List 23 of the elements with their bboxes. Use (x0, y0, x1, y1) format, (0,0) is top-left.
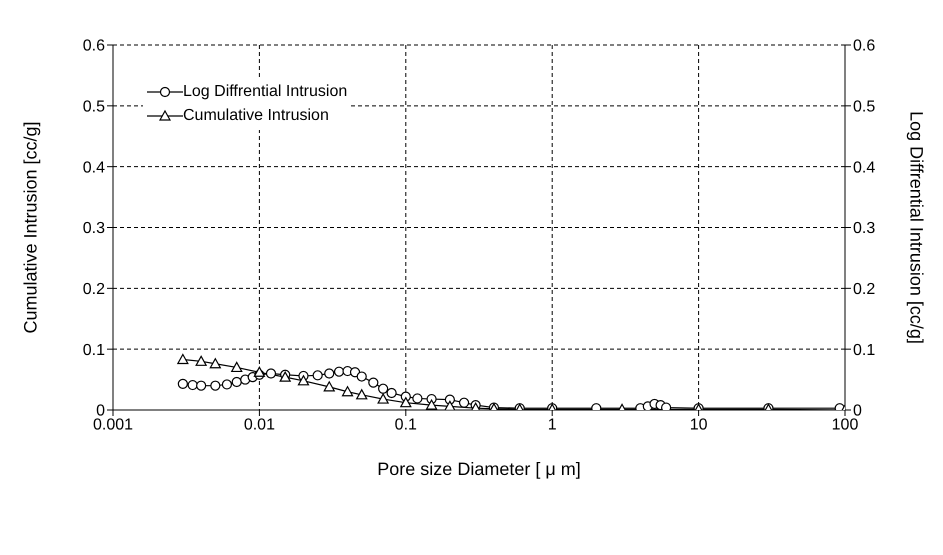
legend-label: Log Diffrential Intrusion (183, 83, 348, 101)
x-tick-label: 0.1 (394, 416, 418, 434)
x-tick-label: 100 (832, 416, 858, 434)
y-tick-label: 0.5 (82, 98, 106, 116)
y-tick-label: 0.6 (82, 38, 106, 55)
x-tick-label: 1 (548, 416, 557, 434)
x-tick-label: 0.001 (92, 416, 134, 434)
y2-tick-label: 0.3 (853, 220, 876, 238)
x-tick-label: 10 (690, 416, 708, 434)
y2-axis-title: Log Diffrential Intrusion [cc/g] (906, 111, 927, 344)
y2-tick-label: 0.5 (853, 98, 876, 116)
x-tick-label: 0.01 (244, 416, 276, 434)
y2-tick-label: 0.6 (853, 38, 876, 55)
y2-tick-label: 0.1 (853, 342, 876, 359)
y-tick-label: 0.3 (82, 220, 106, 238)
y-tick-label: 0.4 (82, 159, 106, 176)
x-axis-title: Pore size Diameter [ μ m] (377, 459, 581, 479)
y-tick-label: 0.1 (82, 342, 106, 359)
y-tick-label: 0.2 (82, 281, 106, 298)
y2-tick-label: 0.4 (853, 159, 876, 176)
legend-label: Cumulative Intrusion (183, 107, 329, 125)
y-axis-title: Cumulative Intrusion [cc/g] (20, 121, 40, 334)
y2-tick-label: 0.2 (853, 281, 876, 298)
